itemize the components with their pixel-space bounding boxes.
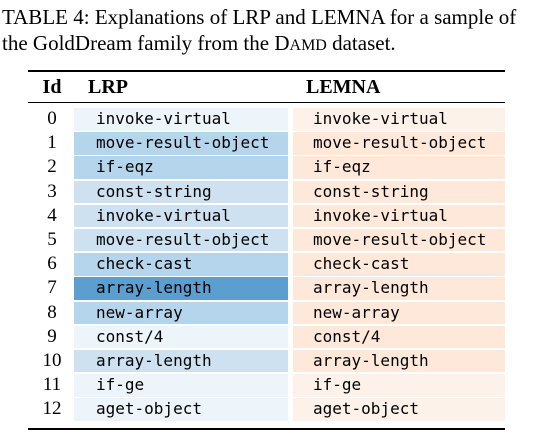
row-id: 1 xyxy=(47,132,57,154)
caption-dataset-initial: D xyxy=(274,31,290,55)
table-row: 0 invoke-virtual invoke-virtual xyxy=(28,108,505,132)
table-row: 5 move-result-object move-result-object xyxy=(28,228,505,253)
lemna-cell: check-cast xyxy=(293,253,505,276)
lrp-cell: invoke-virtual xyxy=(74,204,288,228)
lrp-cell: aget-object xyxy=(74,398,288,421)
row-id: 5 xyxy=(47,228,57,250)
table-row: 2 if-eqz if-eqz xyxy=(28,156,505,180)
table-top-rule xyxy=(28,70,505,72)
lrp-cell: check-cast xyxy=(74,253,288,276)
row-id: 10 xyxy=(42,349,62,371)
lrp-cell: if-ge xyxy=(74,374,288,397)
table-caption: TABLE 4: Explanations of LRP and LEMNA f… xyxy=(2,4,541,59)
row-id: 4 xyxy=(47,204,57,226)
lrp-cell: invoke-virtual xyxy=(74,108,288,131)
header-lrp: LRP xyxy=(88,76,128,98)
row-id: 2 xyxy=(47,156,57,178)
lrp-cell: array-length xyxy=(74,277,288,300)
caption-text: Explanations of LRP and LEMNA for a samp… xyxy=(2,5,517,55)
lemna-cell: move-result-object xyxy=(293,132,505,155)
row-id: 6 xyxy=(47,253,57,275)
header-id: Id xyxy=(42,76,62,98)
table-row: 9 const/4 const/4 xyxy=(28,325,505,350)
table-header-rule xyxy=(28,102,505,103)
row-id: 7 xyxy=(47,277,57,299)
row-id: 12 xyxy=(42,398,62,420)
table-row: 1 move-result-object move-result-object xyxy=(28,132,505,156)
table-row: 10 array-length array-length xyxy=(28,349,505,374)
table-row: 4 invoke-virtual invoke-virtual xyxy=(28,204,505,229)
table-row: 8 new-array new-array xyxy=(28,301,505,326)
table-row: 6 check-cast check-cast xyxy=(28,253,505,277)
lemna-cell: invoke-virtual xyxy=(293,108,505,131)
lrp-cell: array-length xyxy=(74,349,288,373)
table-row: 12 aget-object aget-object xyxy=(28,398,505,422)
lemna-cell: array-length xyxy=(293,277,505,300)
lemna-cell: if-eqz xyxy=(293,156,505,179)
table-body: 0 invoke-virtual invoke-virtual 1 move-resul… xyxy=(28,108,505,422)
row-id: 9 xyxy=(47,325,57,347)
lemna-cell: invoke-virtual xyxy=(293,204,505,228)
caption-dataset-rest: AMD xyxy=(289,37,327,54)
lrp-cell: move-result-object xyxy=(74,132,288,155)
lrp-cell: const/4 xyxy=(74,325,288,349)
table-row: 7 array-length array-length xyxy=(28,277,505,301)
lemna-cell: aget-object xyxy=(293,398,505,421)
lemna-cell: const-string xyxy=(293,180,505,204)
lemna-cell: const/4 xyxy=(293,325,505,349)
caption-label: TABLE 4: xyxy=(2,5,90,29)
lemna-cell: new-array xyxy=(293,301,505,324)
lrp-cell: if-eqz xyxy=(74,156,288,179)
row-id: 11 xyxy=(42,374,62,396)
lrp-cell: new-array xyxy=(74,301,288,324)
row-id: 8 xyxy=(47,301,57,323)
row-id: 3 xyxy=(47,180,57,202)
row-id: 0 xyxy=(47,108,57,129)
lrp-cell: const-string xyxy=(74,180,288,204)
table-bottom-rule xyxy=(28,428,505,430)
caption-text-end: dataset. xyxy=(326,31,396,55)
lrp-cell: move-result-object xyxy=(74,228,288,252)
lemna-cell: move-result-object xyxy=(293,228,505,252)
header-lemna: LEMNA xyxy=(306,76,381,98)
lemna-cell: array-length xyxy=(293,349,505,373)
lemna-cell: if-ge xyxy=(293,374,505,397)
table-row: 3 const-string const-string xyxy=(28,180,505,205)
table-row: 11 if-ge if-ge xyxy=(28,374,505,398)
